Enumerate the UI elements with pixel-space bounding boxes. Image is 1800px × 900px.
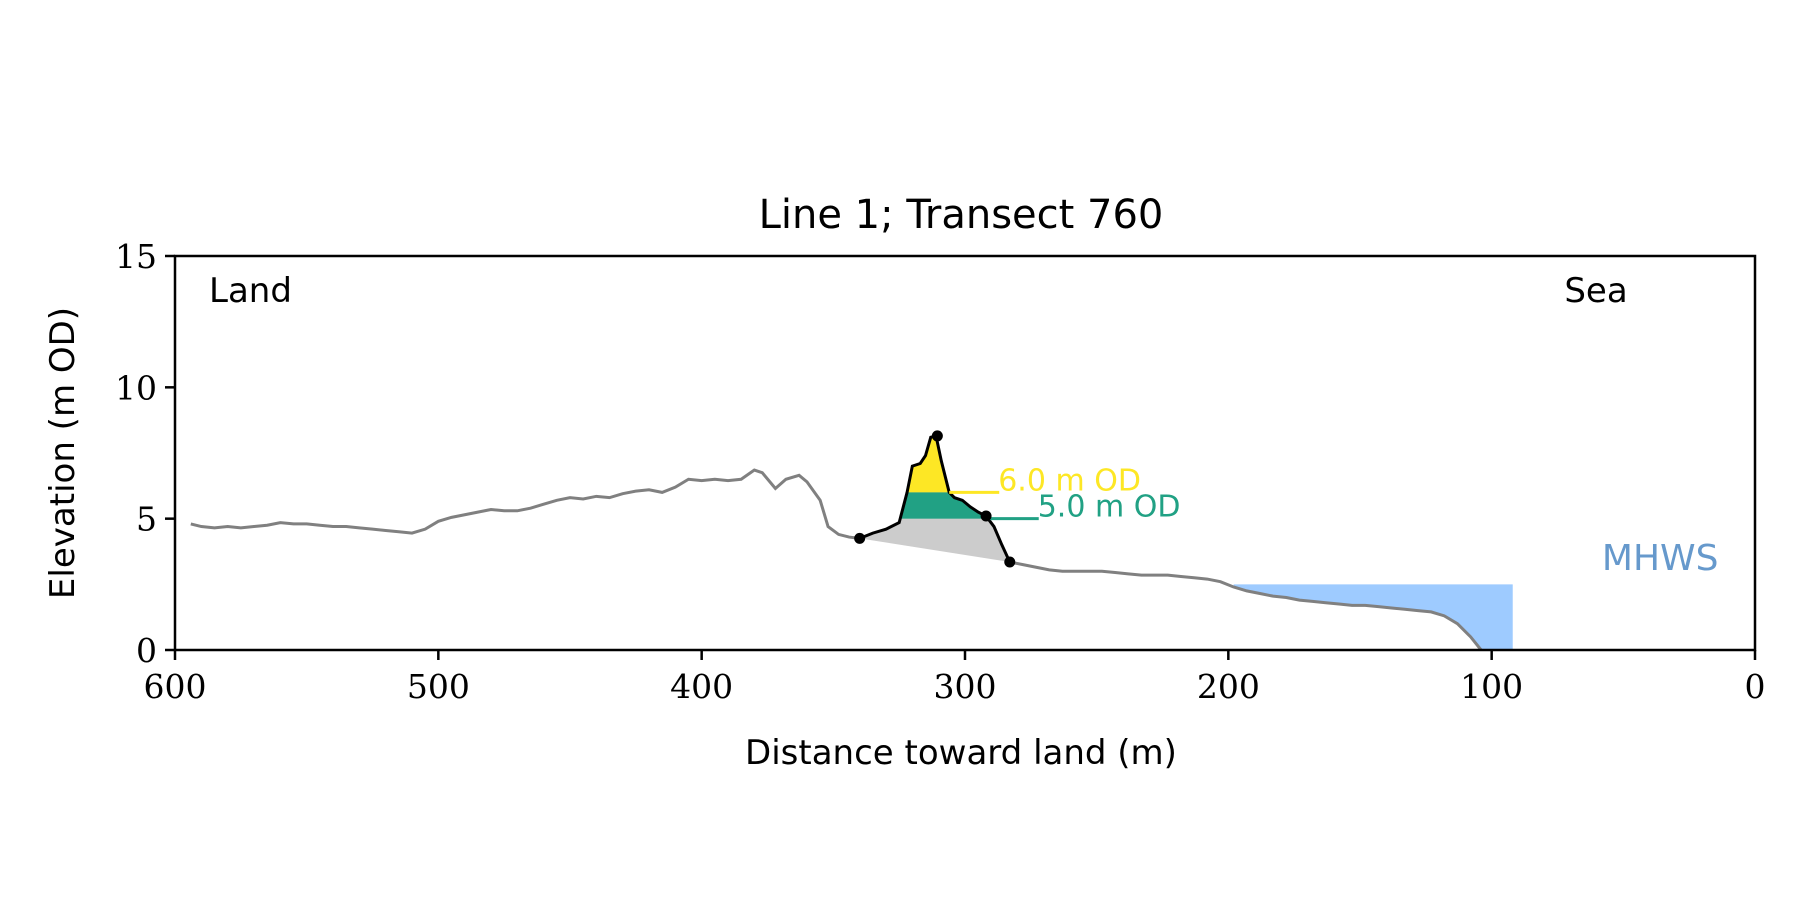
sea-label: Sea (1564, 271, 1627, 311)
dune-point-3 (1004, 556, 1016, 568)
profile-line-seaward (1009, 560, 1483, 651)
y-tick-label-0: 0 (136, 631, 157, 670)
x-axis-label: Distance toward land (m) (745, 733, 1177, 773)
contour-label-1: 5.0 m OD (1038, 490, 1181, 525)
x-tick-label-3: 300 (934, 667, 997, 706)
y-axis-label: Elevation (m OD) (43, 307, 83, 599)
x-tick-label-6: 0 (1745, 667, 1766, 706)
chart-title: Line 1; Transect 760 (759, 192, 1164, 238)
x-tick-label-4: 200 (1197, 667, 1260, 706)
mhws-water-fill (1233, 584, 1513, 650)
dune-point-2 (980, 510, 992, 522)
y-tick-label-2: 10 (115, 368, 157, 407)
y-tick-label-3: 15 (115, 237, 157, 276)
profile-line-landward (190, 468, 860, 540)
plot-frame (173, 254, 1757, 652)
dune-point-1 (931, 430, 943, 442)
land-label: Land (209, 271, 292, 311)
y-tick-label-1: 5 (136, 500, 157, 539)
x-tick-label-5: 100 (1460, 667, 1523, 706)
mhws-label: MHWS (1602, 538, 1719, 579)
x-tick-label-0: 600 (144, 667, 207, 706)
x-tick-label-2: 400 (670, 667, 733, 706)
dune-point-0 (854, 532, 866, 544)
contour-label-0: 6.0 m OD (998, 463, 1141, 498)
x-tick-label-1: 500 (407, 667, 470, 706)
